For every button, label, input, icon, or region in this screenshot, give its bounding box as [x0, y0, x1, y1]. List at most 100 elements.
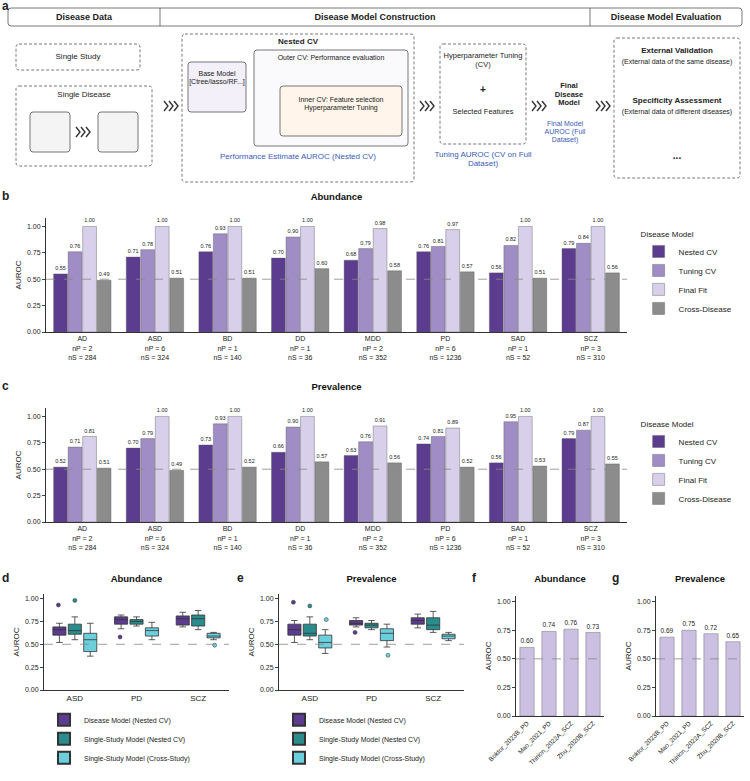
- svg-text:PDnP = 6nS = 1236: PDnP = 6nS = 1236: [429, 335, 461, 360]
- svg-text:0.69: 0.69: [660, 627, 673, 634]
- svg-text:PD: PD: [131, 694, 142, 703]
- svg-text:0.56: 0.56: [491, 454, 502, 460]
- svg-text:Thirion_2022A_SCZ: Thirion_2022A_SCZ: [527, 720, 574, 767]
- svg-text:1.00: 1.00: [302, 407, 313, 413]
- svg-text:0.79: 0.79: [360, 240, 371, 246]
- svg-text:ADnP = 2nS = 284: ADnP = 2nS = 284: [68, 525, 96, 550]
- svg-text:0.50: 0.50: [497, 655, 511, 662]
- svg-text:AUROC: AUROC: [484, 641, 493, 670]
- svg-text:Zhu_2020B_SCZ: Zhu_2020B_SCZ: [556, 720, 597, 761]
- svg-text:0.51: 0.51: [244, 269, 255, 275]
- svg-text:0.51: 0.51: [534, 269, 545, 275]
- svg-text:ASDnP = 6nS = 324: ASDnP = 6nS = 324: [141, 335, 169, 360]
- svg-text:0.89: 0.89: [447, 419, 458, 425]
- svg-text:ASD: ASD: [67, 694, 84, 703]
- svg-text:0.49: 0.49: [171, 461, 182, 467]
- svg-text:SCZ: SCZ: [190, 694, 206, 703]
- svg-text:Final Fit: Final Fit: [679, 286, 708, 295]
- svg-text:0.55: 0.55: [607, 455, 618, 461]
- svg-text:0.00: 0.00: [27, 518, 41, 525]
- svg-text:Boktor_2023B_PD: Boktor_2023B_PD: [487, 719, 531, 763]
- svg-text:1.00: 1.00: [520, 217, 531, 223]
- svg-text:0.51: 0.51: [171, 269, 182, 275]
- svg-text:PD: PD: [366, 694, 377, 703]
- svg-text:0.56: 0.56: [607, 264, 618, 270]
- svg-text:0.25: 0.25: [637, 684, 651, 691]
- svg-text:ADnP = 2nS = 284: ADnP = 2nS = 284: [68, 335, 96, 360]
- svg-text:AUROC: AUROC: [247, 627, 256, 656]
- svg-text:0.70: 0.70: [273, 249, 284, 255]
- svg-text:0.52: 0.52: [462, 458, 473, 464]
- svg-text:0.82: 0.82: [505, 236, 516, 242]
- svg-text:1.00: 1.00: [25, 595, 39, 602]
- svg-text:0.50: 0.50: [27, 276, 41, 283]
- svg-text:0.53: 0.53: [534, 457, 545, 463]
- svg-text:DDnP = 1nS = 36: DDnP = 1nS = 36: [288, 525, 312, 550]
- svg-text:0.79: 0.79: [564, 240, 575, 246]
- svg-text:1.00: 1.00: [260, 595, 274, 602]
- svg-text:SADnP = 1nS = 52: SADnP = 1nS = 52: [506, 525, 530, 550]
- svg-text:SCZnP = 3nS = 310: SCZnP = 3nS = 310: [577, 525, 605, 550]
- svg-text:1.00: 1.00: [593, 217, 604, 223]
- svg-text:0.87: 0.87: [578, 421, 589, 427]
- svg-text:0.91: 0.91: [375, 417, 386, 423]
- svg-text:1.00: 1.00: [157, 217, 168, 223]
- svg-text:0.75: 0.75: [25, 618, 39, 625]
- svg-text:SCZnP = 3nS = 310: SCZnP = 3nS = 310: [577, 335, 605, 360]
- svg-text:0.79: 0.79: [564, 430, 575, 436]
- svg-text:1.00: 1.00: [593, 407, 604, 413]
- svg-text:1.00: 1.00: [157, 407, 168, 413]
- svg-text:MDDnP = 2nS = 352: MDDnP = 2nS = 352: [359, 525, 387, 550]
- svg-text:0.75: 0.75: [497, 627, 511, 634]
- svg-text:0.63: 0.63: [346, 447, 357, 453]
- svg-text:0.49: 0.49: [99, 271, 110, 277]
- svg-text:0.90: 0.90: [288, 418, 299, 424]
- svg-text:0.73: 0.73: [586, 623, 599, 630]
- svg-text:0.00: 0.00: [260, 686, 274, 693]
- svg-text:0.00: 0.00: [25, 686, 39, 693]
- svg-text:Prevalence: Prevalence: [311, 381, 361, 392]
- svg-text:Thirion_2022A_SCZ: Thirion_2022A_SCZ: [667, 720, 714, 767]
- svg-text:Single-Study Model (Cross-Stud: Single-Study Model (Cross-Study): [319, 755, 425, 763]
- svg-text:0.93: 0.93: [215, 415, 226, 421]
- svg-text:0.76: 0.76: [70, 243, 81, 249]
- svg-text:0.68: 0.68: [346, 251, 357, 257]
- svg-text:Nested CV: Nested CV: [679, 438, 718, 447]
- svg-text:Abundance: Abundance: [534, 573, 586, 584]
- svg-text:0.50: 0.50: [260, 641, 274, 648]
- svg-text:SCZ: SCZ: [425, 694, 441, 703]
- svg-text:0.51: 0.51: [99, 459, 110, 465]
- svg-text:0.00: 0.00: [637, 712, 651, 719]
- svg-text:0.00: 0.00: [497, 712, 511, 719]
- svg-text:0.79: 0.79: [142, 430, 153, 436]
- svg-text:0.84: 0.84: [578, 234, 589, 240]
- svg-text:1.00: 1.00: [637, 598, 651, 605]
- svg-text:AUROC: AUROC: [14, 450, 23, 479]
- svg-text:0.78: 0.78: [142, 241, 153, 247]
- svg-text:0.70: 0.70: [128, 439, 139, 445]
- svg-text:0.72: 0.72: [704, 624, 717, 631]
- svg-text:1.00: 1.00: [27, 413, 41, 420]
- svg-text:Tuning CV: Tuning CV: [679, 267, 717, 276]
- svg-text:SADnP = 1nS = 52: SADnP = 1nS = 52: [506, 335, 530, 360]
- svg-text:0.95: 0.95: [505, 413, 516, 419]
- svg-text:0.76: 0.76: [564, 619, 577, 626]
- svg-text:0.25: 0.25: [497, 684, 511, 691]
- svg-text:0.81: 0.81: [433, 428, 444, 434]
- svg-text:0.56: 0.56: [491, 264, 502, 270]
- svg-text:Abundance: Abundance: [111, 573, 163, 584]
- svg-text:0.76: 0.76: [200, 243, 211, 249]
- svg-text:0.66: 0.66: [273, 443, 284, 449]
- svg-text:0.74: 0.74: [542, 621, 555, 628]
- svg-text:DDnP = 1nS = 36: DDnP = 1nS = 36: [288, 335, 312, 360]
- svg-text:0.50: 0.50: [637, 655, 651, 662]
- svg-text:Single-Study Model (Cross-Stud: Single-Study Model (Cross-Study): [84, 755, 190, 763]
- svg-text:0.50: 0.50: [25, 641, 39, 648]
- svg-text:0.74: 0.74: [418, 435, 429, 441]
- svg-text:0.75: 0.75: [27, 249, 41, 256]
- svg-text:0.81: 0.81: [433, 238, 444, 244]
- svg-text:ASD: ASD: [302, 694, 319, 703]
- svg-text:0.76: 0.76: [360, 433, 371, 439]
- svg-text:MDDnP = 2nS = 352: MDDnP = 2nS = 352: [359, 335, 387, 360]
- svg-text:0.52: 0.52: [55, 458, 66, 464]
